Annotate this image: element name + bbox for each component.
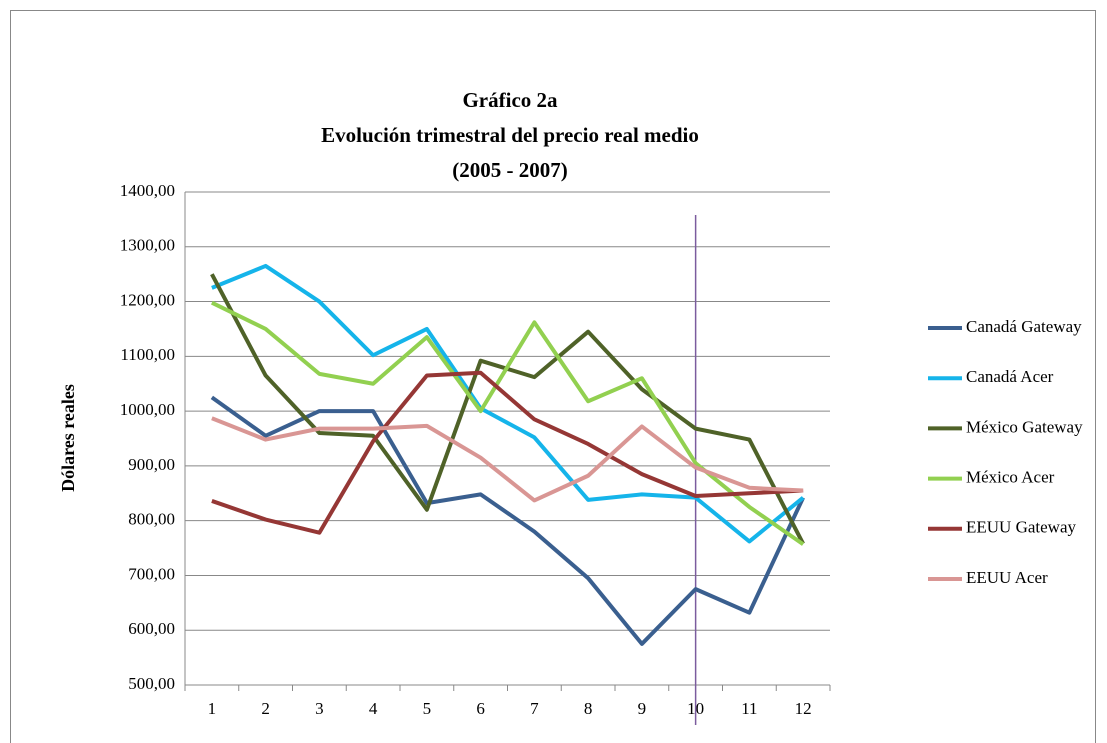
legend-label: México Gateway — [966, 417, 1083, 436]
x-tick-label: 3 — [315, 699, 324, 718]
x-tick-label: 1 — [208, 699, 217, 718]
x-tick-label: 11 — [741, 699, 757, 718]
x-tick-label: 2 — [261, 699, 270, 718]
y-tick-label: 600,00 — [128, 619, 175, 638]
y-axis-label: Dólares reales — [58, 384, 78, 492]
y-tick-label: 800,00 — [128, 510, 175, 529]
y-tick-label: 1200,00 — [120, 290, 175, 309]
x-tick-label: 4 — [369, 699, 378, 718]
x-tick-label: 12 — [795, 699, 812, 718]
legend-label: México Acer — [966, 468, 1055, 487]
series-line — [211, 370, 804, 535]
legend-label: EEUU Gateway — [966, 518, 1076, 537]
x-tick-label: 7 — [530, 699, 539, 718]
x-tick-label: 6 — [476, 699, 485, 718]
x-tick-label: 9 — [638, 699, 647, 718]
legend-label: Canadá Gateway — [966, 317, 1082, 336]
y-tick-label: 1400,00 — [120, 181, 175, 200]
y-tick-label: 500,00 — [128, 674, 175, 693]
legend-label: Canadá Acer — [966, 367, 1054, 386]
y-tick-label: 1000,00 — [120, 400, 175, 419]
x-tick-label: 8 — [584, 699, 593, 718]
chart-title: Gráfico 2a — [462, 88, 558, 112]
y-tick-label: 700,00 — [128, 564, 175, 583]
y-tick-label: 1100,00 — [120, 345, 175, 364]
legend-label: EEUU Acer — [966, 568, 1048, 587]
series-line — [211, 263, 805, 544]
x-tick-label: 5 — [423, 699, 432, 718]
chart-title: Evolución trimestral del precio real med… — [321, 123, 699, 147]
chart-border — [10, 10, 1096, 743]
series-line — [210, 395, 805, 646]
y-tick-label: 900,00 — [128, 455, 175, 474]
y-tick-label: 1300,00 — [120, 236, 175, 255]
series-line — [211, 416, 804, 503]
chart-title: (2005 - 2007) — [452, 158, 567, 182]
